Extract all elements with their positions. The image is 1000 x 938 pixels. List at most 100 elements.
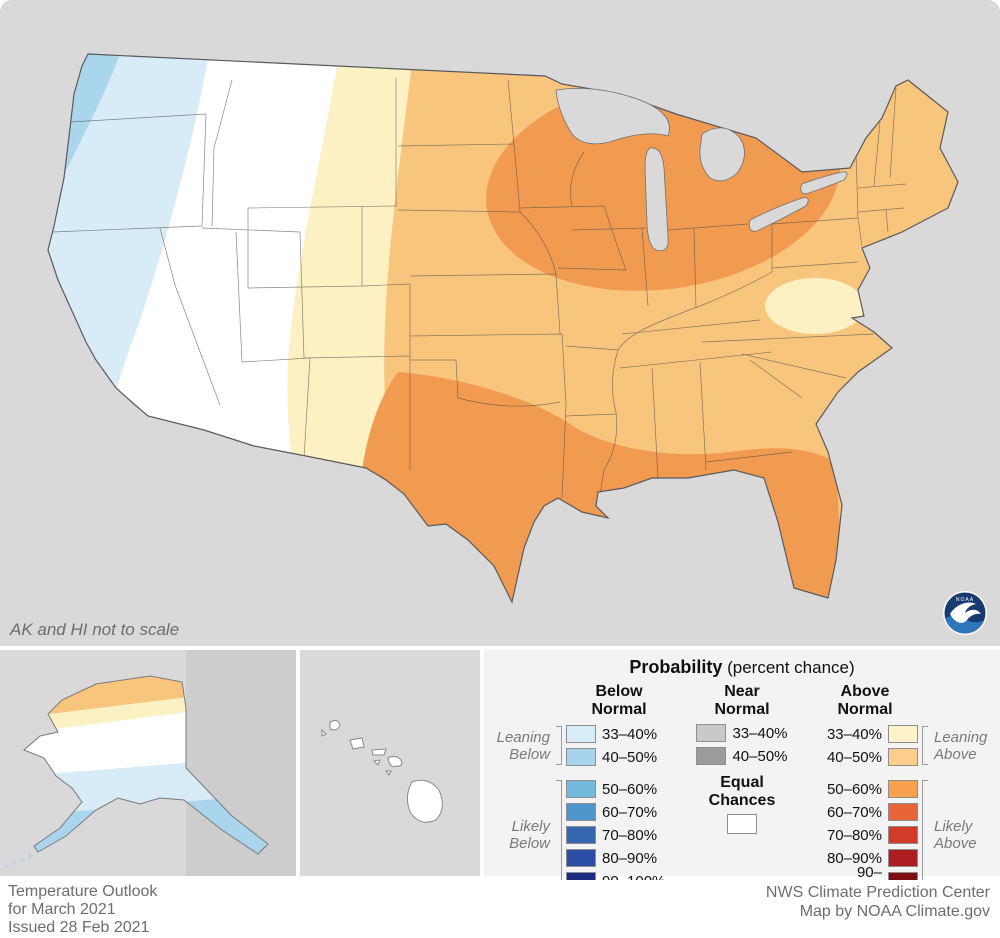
legend-row: 70–80% [812, 825, 918, 845]
equal-chances-swatch [727, 814, 757, 834]
footer-title-line: Temperature Outlook [8, 883, 158, 900]
near-rows: 33–40% 40–50% [678, 723, 806, 766]
legend-swatch [696, 724, 727, 742]
legend-row: 60–70% [566, 802, 672, 822]
legend-swatch [566, 803, 596, 821]
legend-range: 40–50% [826, 748, 882, 766]
leaning-below-label: Leaning Below [496, 728, 550, 763]
island-kauai [329, 720, 341, 731]
island-hawaii [406, 779, 443, 823]
aleutian-islands [5, 854, 32, 868]
legend-row: 80–90% [566, 848, 672, 868]
legend-row: 33–40% [678, 723, 806, 743]
legend-range: 33–40% [602, 725, 658, 743]
legend-row: 50–60% [566, 779, 672, 799]
legend-range: 33–40% [732, 724, 788, 742]
legend-swatch [888, 826, 918, 844]
legend-swatch [888, 849, 918, 867]
legend-title-suffix: (percent chance) [722, 658, 855, 677]
island-kahoolawe [385, 770, 392, 776]
probability-bands [48, 54, 958, 602]
legend-body: Below Normal Leaning Below Likely Below … [494, 683, 990, 898]
legend-range: 70–80% [602, 826, 658, 844]
island-molokai [371, 748, 387, 756]
lake-erie [748, 197, 809, 232]
legend-row: 40–50% [678, 746, 806, 766]
alaska-map [5, 650, 296, 876]
alaska-inset [0, 650, 296, 876]
equal-chances-label: Equal Chances [708, 774, 776, 809]
legend-row: 33–40% [812, 724, 918, 744]
legend-swatch [566, 826, 596, 844]
lake-michigan [644, 147, 669, 252]
alaska-outline [23, 675, 269, 855]
great-lakes [555, 87, 848, 252]
footer-title-line: Issued 28 Feb 2021 [8, 919, 150, 936]
hawaii-map [321, 720, 443, 823]
us-outline [47, 53, 959, 604]
above-rows: Leaning Above Likely Above 33–40% 40–50%… [812, 724, 990, 898]
us-map [47, 53, 959, 604]
lake-superior [555, 87, 670, 145]
near-normal-header: Near Normal [714, 683, 770, 718]
above-normal-header: Above Normal [837, 683, 893, 718]
leaning-above-bracket [922, 726, 928, 765]
legend-row: 40–50% [566, 747, 672, 767]
legend-range: 50–60% [602, 780, 658, 798]
island-oahu [349, 737, 365, 750]
ak-band-above-40-50 [24, 676, 268, 720]
likely-above-bracket [922, 780, 928, 889]
legend-range: 60–70% [826, 803, 882, 821]
legend-range: 50–60% [826, 780, 882, 798]
legend-row: 33–40% [566, 724, 672, 744]
us-map-panel: AK and HI not to scale NOAA [0, 0, 1000, 646]
legend-title-bold: Probability [629, 657, 723, 677]
island-niihau [321, 728, 327, 737]
legend-range: 60–70% [602, 803, 658, 821]
legend-title: Probability (percent chance) [494, 657, 990, 678]
footer-credit-line: NWS Climate Prediction Center [765, 884, 990, 901]
legend-row: 70–80% [566, 825, 672, 845]
legend-column-above: Above Normal Leaning Above Likely Above … [812, 683, 990, 898]
hawaii-inset [300, 650, 480, 876]
noaa-logo-text: NOAA [956, 597, 974, 603]
legend-swatch [566, 748, 596, 766]
legend-swatch [888, 803, 918, 821]
noaa-logo-icon: NOAA [942, 590, 988, 636]
footer-credit: NWS Climate Prediction Center Map by NOA… [766, 883, 990, 921]
legend-row: 40–50% [812, 747, 918, 767]
legend-swatch [888, 725, 918, 743]
legend-row: 80–90% [812, 848, 918, 868]
legend-row: 60–70% [812, 802, 918, 822]
legend-swatch [566, 780, 596, 798]
legend-column-below: Below Normal Leaning Below Likely Below … [494, 683, 672, 894]
below-rows: Leaning Below Likely Below 33–40% 40–50%… [494, 724, 672, 891]
legend-swatch [888, 780, 918, 798]
legend-range: 40–50% [602, 748, 658, 766]
likely-below-bracket [556, 780, 562, 889]
legend-column-near: Near Normal 33–40% 40–50% Equal Chances [678, 683, 806, 894]
legend-range: 40–50% [732, 747, 788, 765]
footer: Temperature Outlook for March 2021 Issue… [0, 880, 1000, 938]
island-lanai [372, 759, 381, 766]
island-maui [387, 755, 403, 768]
legend-panel: Probability (percent chance) Below Norma… [484, 650, 1000, 898]
lake-huron [699, 127, 745, 182]
legend-range: 70–80% [826, 826, 882, 844]
legend-swatch [696, 747, 727, 765]
footer-title-line: for March 2021 [8, 901, 116, 918]
likely-above-label: Likely Above [934, 817, 977, 852]
leaning-below-bracket [556, 726, 562, 765]
scale-note: AK and HI not to scale [10, 620, 180, 639]
legend-swatch [566, 725, 596, 743]
footer-title: Temperature Outlook for March 2021 Issue… [8, 883, 157, 937]
legend-range: 80–90% [602, 849, 658, 867]
legend-swatch [888, 748, 918, 766]
lake-ontario [800, 171, 848, 195]
below-normal-header: Below Normal [591, 683, 647, 718]
likely-below-label: Likely Below [509, 817, 550, 852]
legend-row: 50–60% [812, 779, 918, 799]
legend-range: 80–90% [826, 849, 882, 867]
state-borders [51, 78, 907, 499]
footer-credit-line: Map by NOAA Climate.gov [799, 903, 990, 920]
